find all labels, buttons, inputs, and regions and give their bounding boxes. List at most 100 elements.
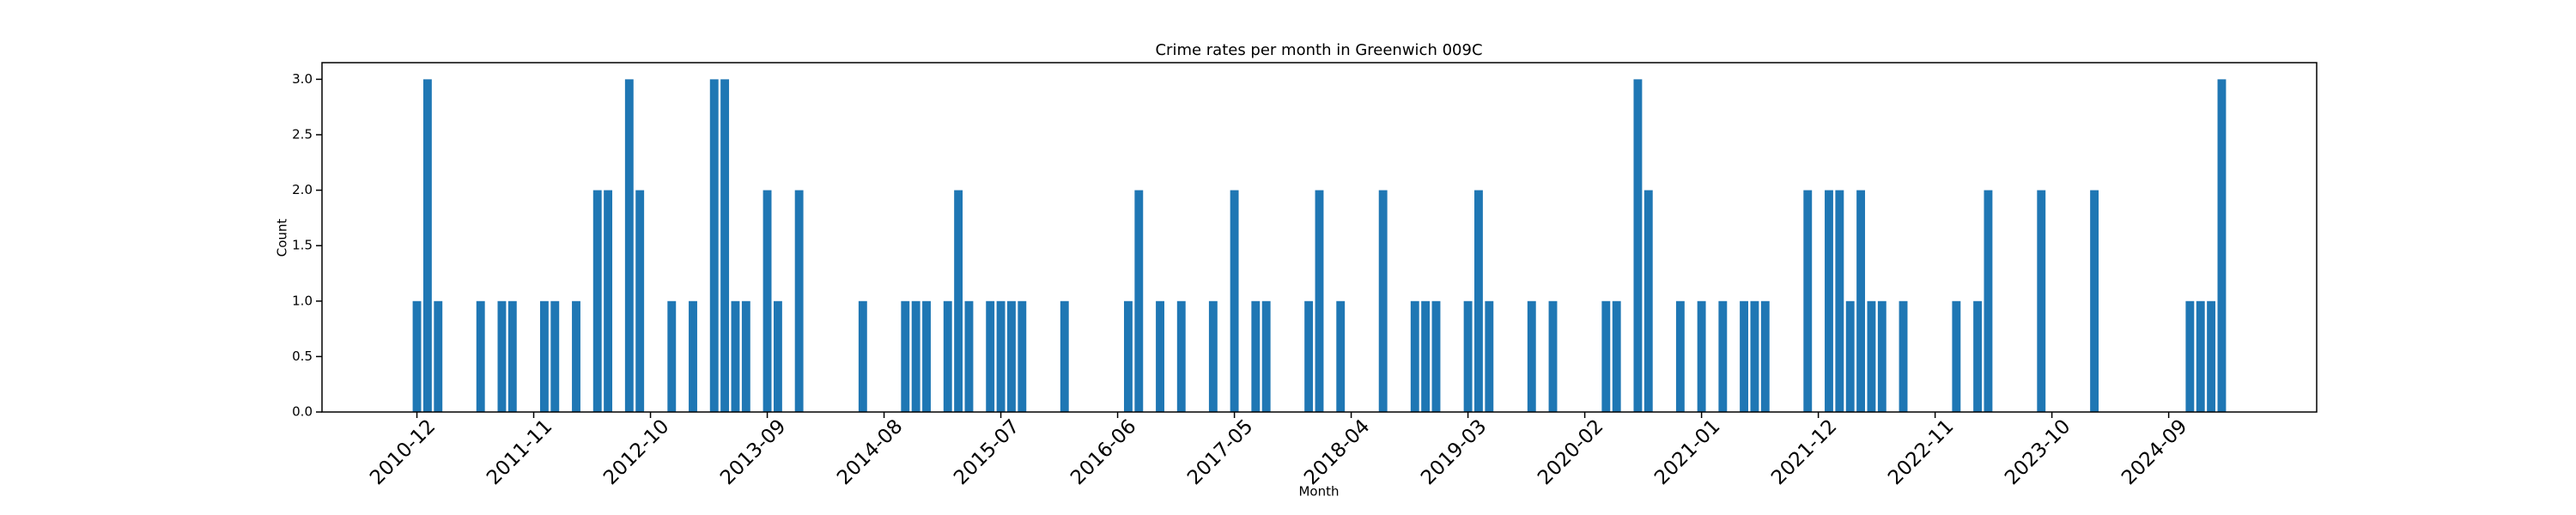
bar — [1984, 190, 1993, 413]
x-axis-label: Month — [1298, 484, 1339, 500]
bar — [1601, 300, 1611, 412]
bar — [731, 300, 740, 412]
bar — [1973, 300, 1983, 412]
x-tick-label: 2011-11 — [483, 415, 556, 489]
bar — [911, 300, 920, 412]
bar — [773, 300, 782, 412]
bar — [1740, 300, 1749, 412]
bar — [1410, 300, 1419, 412]
bar — [858, 300, 867, 412]
bar — [572, 300, 580, 412]
y-tick-label: 1.0 — [292, 293, 313, 308]
x-tick-label: 2013-09 — [716, 415, 790, 489]
bar — [1474, 190, 1483, 413]
bar — [2217, 79, 2227, 412]
bar — [412, 300, 422, 412]
x-tick-label: 2019-03 — [1417, 415, 1491, 489]
bar — [1304, 300, 1314, 412]
bar — [1230, 190, 1239, 413]
plot-frame — [321, 62, 2318, 413]
bar — [1825, 190, 1833, 413]
bar — [1006, 300, 1016, 412]
bar — [762, 190, 772, 413]
x-tick-label: 2018-04 — [1300, 415, 1374, 489]
bar — [667, 300, 677, 412]
bar — [741, 300, 750, 412]
bar — [635, 190, 645, 413]
bar — [1760, 300, 1770, 412]
x-tick-label: 2014-08 — [833, 415, 907, 489]
x-tick-label: 2021-12 — [1767, 415, 1841, 489]
bar — [986, 300, 995, 412]
bar — [604, 190, 613, 413]
bar — [2037, 190, 2046, 413]
bar — [539, 300, 549, 412]
bar — [1315, 190, 1324, 413]
bar — [1835, 190, 1844, 413]
bar — [794, 190, 804, 413]
y-axis-label: Count — [275, 219, 290, 258]
bar — [1176, 300, 1186, 412]
bar — [1336, 300, 1346, 412]
bar — [434, 300, 443, 412]
bar — [1261, 300, 1271, 412]
bar — [1485, 300, 1494, 412]
bar — [1899, 300, 1908, 412]
x-tick-label: 2016-06 — [1066, 415, 1140, 489]
x-tick-label: 2012-10 — [599, 415, 673, 489]
bar — [476, 300, 485, 412]
bar — [720, 79, 730, 412]
bar — [1633, 79, 1643, 412]
bar — [1845, 300, 1855, 412]
bar — [1867, 300, 1876, 412]
bar — [689, 300, 697, 412]
bar — [954, 190, 963, 413]
x-tick-label: 2010-12 — [366, 415, 440, 489]
bar — [1675, 300, 1685, 412]
bar — [1612, 300, 1621, 412]
x-tick-label: 2015-07 — [950, 415, 1024, 489]
bar — [624, 79, 634, 412]
y-tick-label: 2.0 — [292, 182, 313, 197]
bar — [1378, 190, 1388, 413]
bar — [2207, 300, 2216, 412]
bar — [1548, 300, 1558, 412]
bar — [1697, 300, 1706, 412]
bar — [901, 300, 910, 412]
y-tick-label: 0.5 — [292, 348, 313, 364]
bar — [1134, 190, 1144, 413]
y-tick-label: 2.5 — [292, 126, 313, 142]
y-tick-label: 3.0 — [292, 71, 313, 87]
y-tick-label: 1.5 — [292, 238, 313, 253]
bar — [1208, 300, 1218, 412]
bar — [2196, 300, 2205, 412]
x-tick-label: 2021-01 — [1650, 415, 1724, 489]
bar — [422, 79, 432, 412]
bar — [1156, 300, 1164, 412]
bar — [1463, 300, 1473, 412]
x-tick-label: 2017-05 — [1183, 415, 1257, 489]
bar — [1431, 300, 1441, 412]
bar — [507, 300, 517, 412]
bar — [592, 190, 602, 413]
bar — [1018, 300, 1027, 412]
bar — [1643, 190, 1653, 413]
bar — [1251, 300, 1261, 412]
bar — [550, 300, 560, 412]
y-tick-label: 0.0 — [292, 404, 313, 420]
x-tick-label: 2024-09 — [2117, 415, 2191, 489]
bar — [1123, 300, 1133, 412]
x-tick-label: 2023-10 — [2001, 415, 2075, 489]
bar — [964, 300, 974, 412]
bar — [1718, 300, 1728, 412]
bar — [1527, 300, 1536, 412]
bar — [1952, 300, 1961, 412]
bar — [1750, 300, 1759, 412]
chart-title: Crime rates per month in Greenwich 009C — [1155, 41, 1482, 59]
bar — [709, 79, 719, 412]
x-tick-label: 2022-11 — [1884, 415, 1958, 489]
bar — [2185, 300, 2195, 412]
bar — [1421, 300, 1431, 412]
